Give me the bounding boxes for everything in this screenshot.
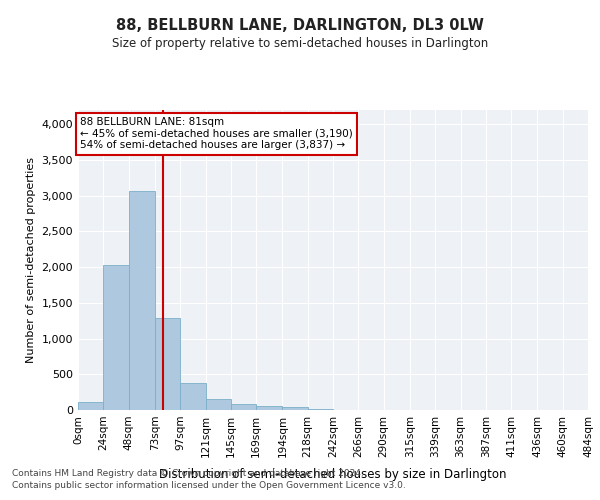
Text: Contains public sector information licensed under the Open Government Licence v3: Contains public sector information licen… <box>12 481 406 490</box>
Bar <box>180 383 205 410</box>
Bar <box>256 406 283 410</box>
Bar <box>231 404 256 410</box>
Text: 88, BELLBURN LANE, DARLINGTON, DL3 0LW: 88, BELLBURN LANE, DARLINGTON, DL3 0LW <box>116 18 484 32</box>
Bar <box>283 407 308 410</box>
Bar <box>103 265 128 410</box>
Bar <box>155 318 180 410</box>
Bar <box>205 400 231 410</box>
Text: Size of property relative to semi-detached houses in Darlington: Size of property relative to semi-detach… <box>112 38 488 51</box>
X-axis label: Distribution of semi-detached houses by size in Darlington: Distribution of semi-detached houses by … <box>159 468 507 481</box>
Y-axis label: Number of semi-detached properties: Number of semi-detached properties <box>26 157 36 363</box>
Text: 88 BELLBURN LANE: 81sqm
← 45% of semi-detached houses are smaller (3,190)
54% of: 88 BELLBURN LANE: 81sqm ← 45% of semi-de… <box>80 117 353 150</box>
Bar <box>128 192 155 410</box>
Bar <box>78 402 103 410</box>
Text: Contains HM Land Registry data © Crown copyright and database right 2024.: Contains HM Land Registry data © Crown c… <box>12 468 364 477</box>
